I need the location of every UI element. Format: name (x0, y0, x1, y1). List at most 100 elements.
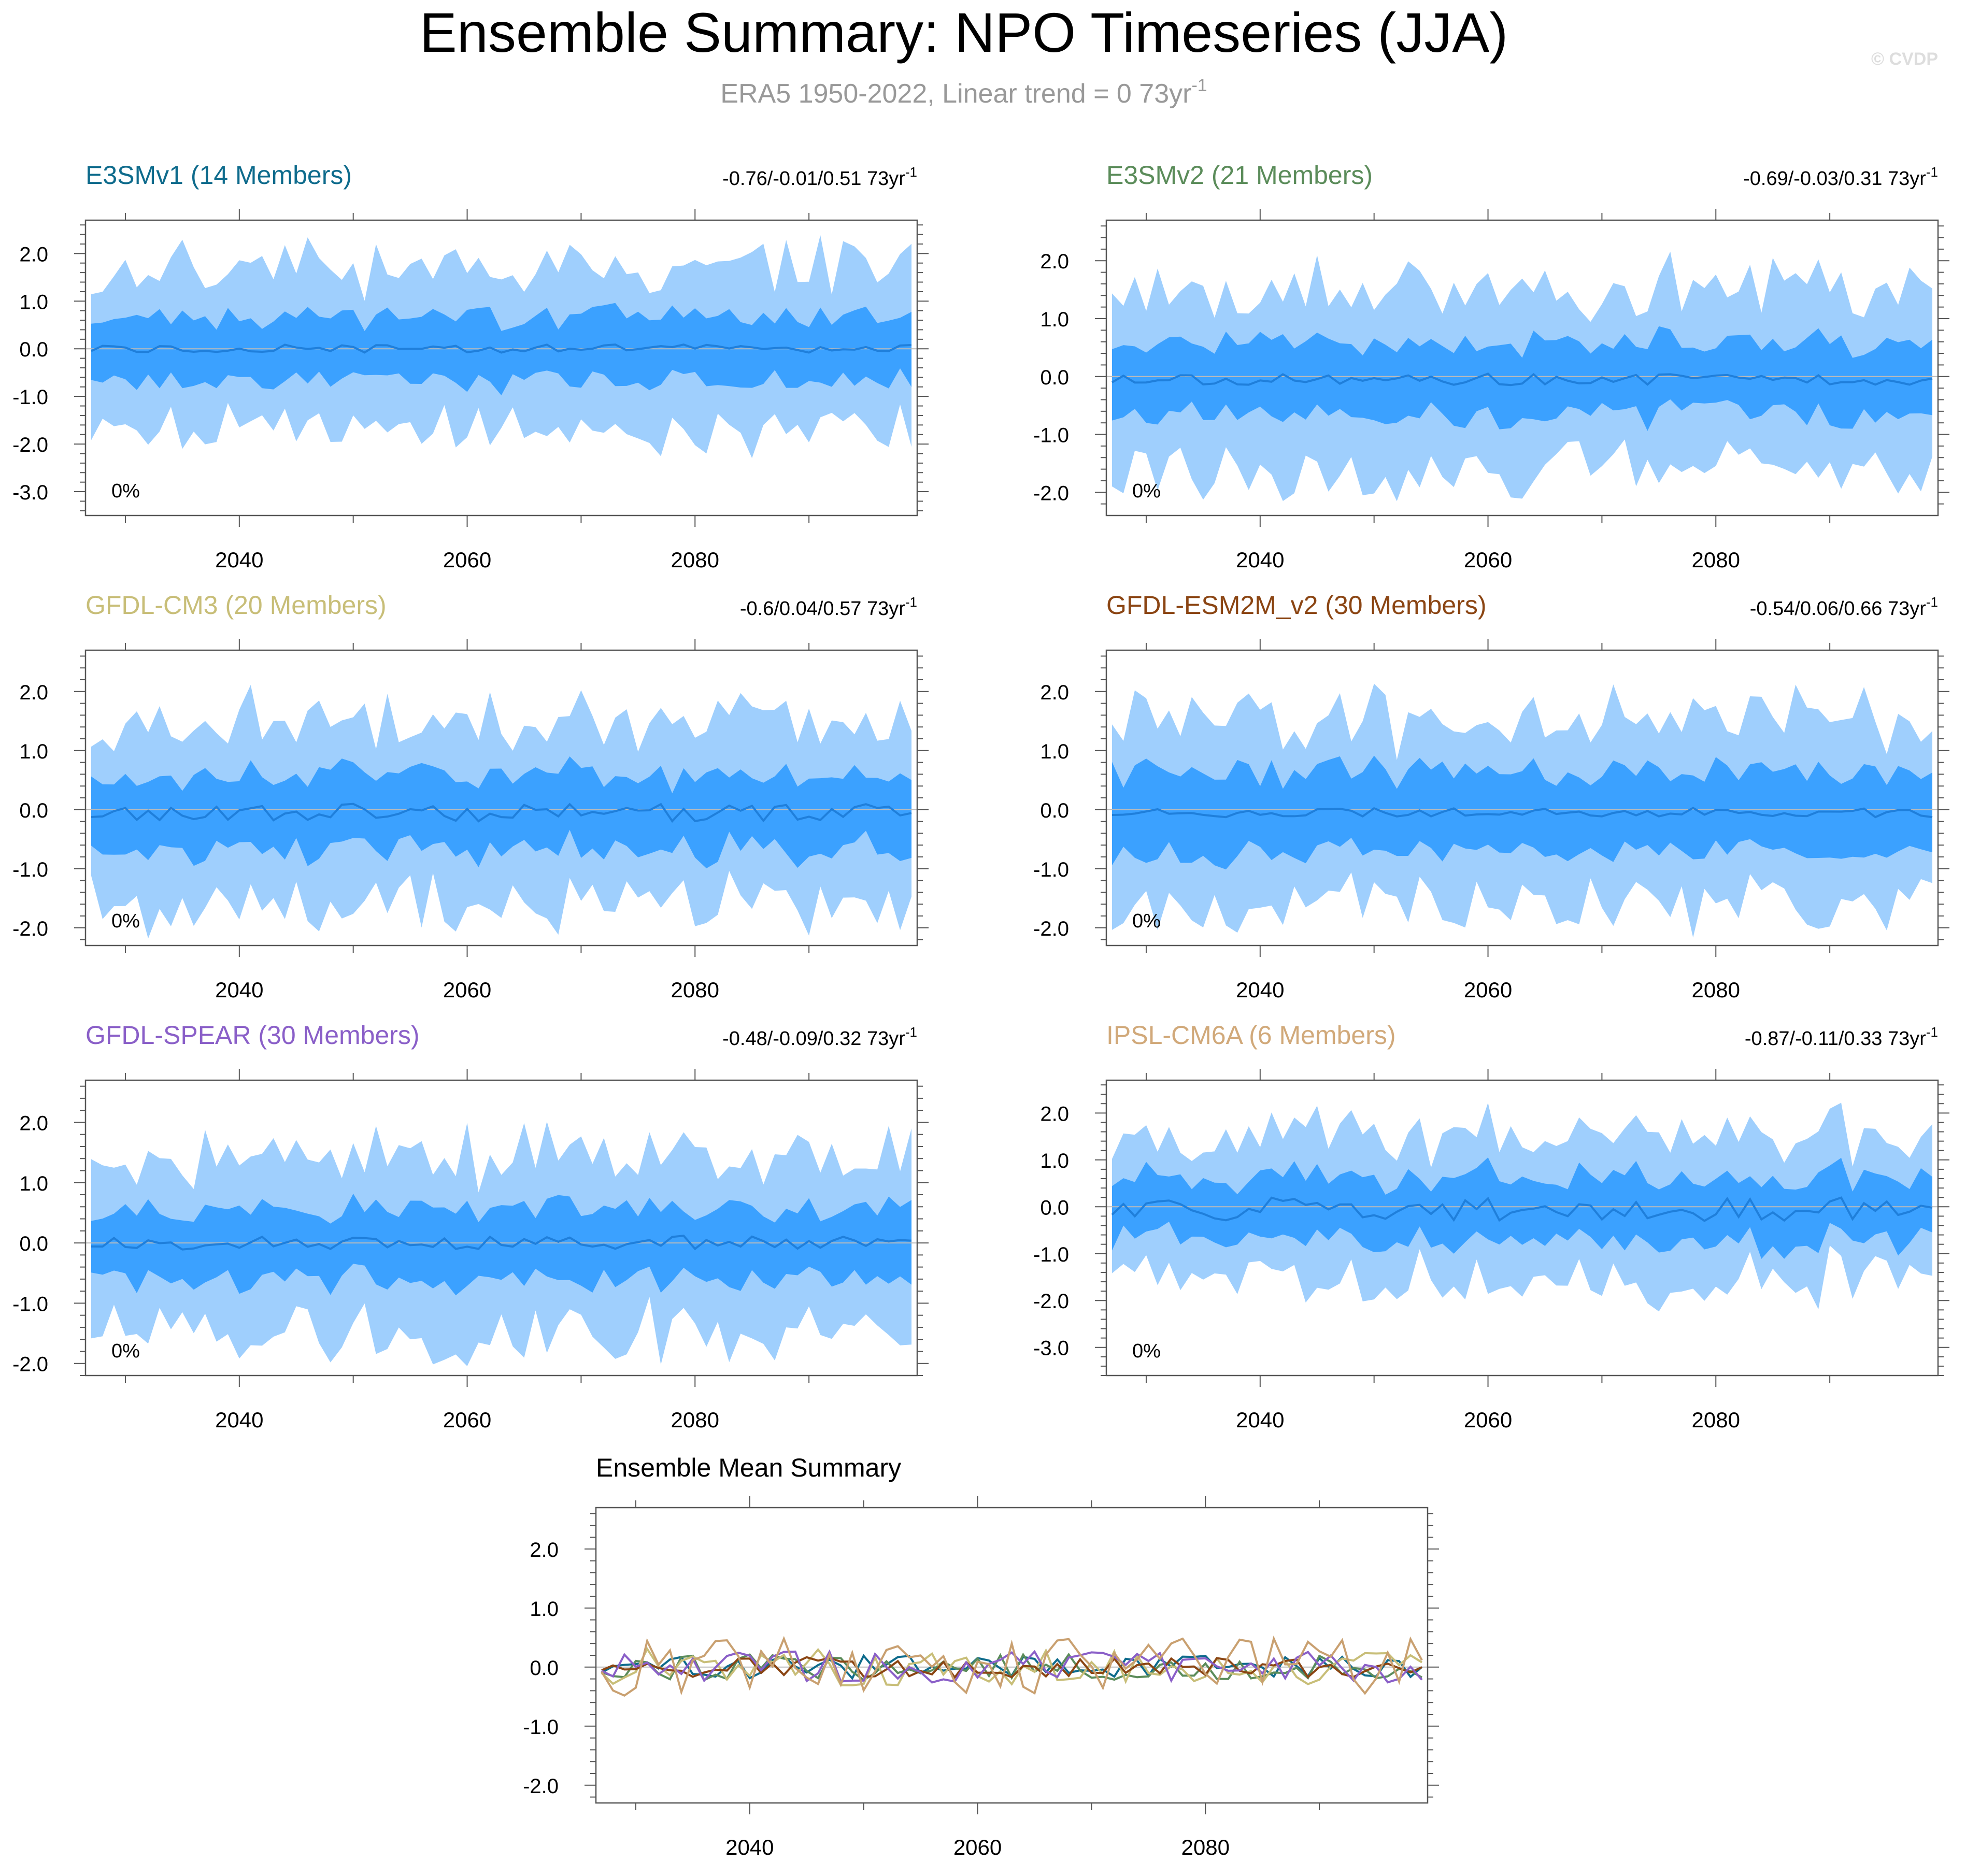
band-inner-25-75 (1112, 755, 1933, 870)
y-tick-label: -3.0 (12, 481, 48, 504)
x-tick-label: 2080 (1181, 1835, 1230, 1859)
y-tick-label: 0.0 (1040, 366, 1069, 389)
y-tick-label: -1.0 (12, 858, 48, 881)
panel-trend-values: -0.6/0.04/0.57 73yr (740, 598, 905, 620)
panel-trend-values: -0.48/-0.09/0.32 73yr (722, 1028, 905, 1050)
chart-panel-2: 2.0 1.0 0.0 -1.0 -2.0 2040 2060 2080 GFDL-CM3 (2… (12, 591, 929, 1002)
x-tick-label: 2080 (671, 548, 719, 572)
y-tick-label: 1.0 (1040, 1150, 1069, 1172)
band-inner-25-75 (91, 756, 912, 868)
x-tick-label: 2060 (1464, 978, 1512, 1002)
x-tick-label: 2060 (953, 1835, 1002, 1859)
y-tick-label: -2.0 (12, 434, 48, 456)
panel-trend-values: -0.54/0.06/0.66 73yr (1750, 598, 1926, 620)
x-tick-label: 2040 (215, 978, 263, 1002)
figure-subtitle-text: ERA5 1950-2022, Linear trend = 0 73yr (720, 79, 1191, 109)
y-tick-label: 2.0 (1040, 681, 1069, 704)
y-tick-label: 1.0 (19, 291, 48, 313)
panel-trend: -0.54/0.06/0.66 73yr-1 (1750, 594, 1938, 620)
y-tick-label: 0.0 (1040, 1196, 1069, 1219)
x-tick-label: 2040 (725, 1835, 774, 1859)
band-inner-25-75 (1112, 1157, 1933, 1259)
y-tick-label: -3.0 (1033, 1337, 1069, 1360)
panel-percent-label: 0% (1132, 1340, 1161, 1362)
panel-percent-label: 0% (111, 480, 140, 502)
ensemble-mean-line (1111, 1196, 1933, 1222)
y-tick-label: 2.0 (530, 1539, 559, 1562)
panel-trend: -0.6/0.04/0.57 73yr-1 (740, 594, 917, 620)
panel-title: E3SMv2 (21 Members) (1106, 161, 1373, 190)
ensemble-mean-line (91, 343, 912, 354)
x-tick-label: 2040 (1236, 548, 1284, 572)
plot-border (1105, 1079, 1939, 1377)
x-tick-label: 2060 (443, 978, 491, 1002)
x-tick-label: 2040 (1236, 1408, 1284, 1432)
panel-title: IPSL-CM6A (6 Members) (1106, 1021, 1395, 1050)
x-tick-label: 2080 (1692, 548, 1740, 572)
ensemble-mean-line (1111, 373, 1933, 386)
panel-percent-label: 0% (1132, 480, 1161, 502)
x-tick-label: 2080 (671, 978, 719, 1002)
y-tick-label: 2.0 (19, 681, 48, 704)
panel-trend-sup: -1 (905, 164, 917, 180)
chart-panel-0: 2.0 1.0 0.0 -1.0 -2.0 -3.0 2040 2060 2080 E3SMv1 … (12, 161, 929, 572)
panel-trend: -0.87/-0.11/0.33 73yr-1 (1745, 1024, 1938, 1050)
y-tick-label: -1.0 (1033, 858, 1069, 881)
band-inner-25-75 (1112, 326, 1933, 431)
chart-panel-5: 2.0 1.0 0.0 -1.0 -2.0 -3.0 2040 2060 2080 IPSL-CM… (1033, 1021, 1949, 1432)
panel-trend-values: -0.76/-0.01/0.51 73yr (722, 168, 905, 190)
panel-trend-values: -0.69/-0.03/0.31 73yr (1743, 168, 1926, 190)
chart-panel-1: 2.0 1.0 0.0 -1.0 -2.0 2040 2060 2080 E3SMv2 (21 … (1033, 161, 1949, 572)
panel-title: GFDL-CM3 (20 Members) (86, 591, 387, 620)
panel-trend-sup: -1 (905, 1024, 917, 1040)
plot-border (1105, 219, 1939, 517)
plot-border (84, 1079, 918, 1377)
ensemble-mean-line (91, 803, 912, 823)
x-tick-label: 2040 (215, 1408, 263, 1432)
panel-trend-sup: -1 (1926, 1024, 1938, 1040)
panel-trend: -0.69/-0.03/0.31 73yr-1 (1743, 164, 1938, 190)
y-tick-label: -1.0 (523, 1716, 559, 1739)
y-tick-label: -2.0 (1033, 1290, 1069, 1313)
y-tick-label: 1.0 (1040, 308, 1069, 331)
figure-subtitle: ERA5 1950-2022, Linear trend = 0 73yr-1 (720, 76, 1207, 109)
panel-percent-label: 0% (111, 910, 140, 932)
y-tick-label: 0.0 (19, 799, 48, 822)
y-tick-label: -2.0 (1033, 482, 1069, 505)
y-tick-label: 0.0 (19, 1233, 48, 1255)
chart-panel-3: 2.0 1.0 0.0 -1.0 -2.0 2040 2060 2080 GFDL-ESM2M_… (1033, 591, 1949, 1002)
figure-subtitle-sup: -1 (1191, 76, 1207, 95)
y-tick-label: -1.0 (1033, 424, 1069, 447)
x-tick-label: 2080 (1692, 1408, 1740, 1432)
panel-trend: -0.76/-0.01/0.51 73yr-1 (722, 164, 917, 190)
x-tick-label: 2060 (1464, 548, 1512, 572)
chart-panel-6: 2.0 1.0 0.0 -1.0 -2.0 2040 2060 2080 Ensemble Me… (523, 1453, 1439, 1859)
y-tick-label: 1.0 (19, 740, 48, 763)
panel-trend-sup: -1 (905, 594, 917, 610)
y-tick-label: 0.0 (530, 1657, 559, 1680)
y-tick-label: -1.0 (12, 1293, 48, 1315)
panel-trend-sup: -1 (1926, 594, 1938, 610)
panel-trend: -0.48/-0.09/0.32 73yr-1 (722, 1024, 917, 1050)
y-tick-label: -2.0 (1033, 918, 1069, 940)
y-tick-label: 2.0 (19, 243, 48, 266)
x-tick-label: 2080 (671, 1408, 719, 1432)
y-tick-label: -2.0 (523, 1775, 559, 1798)
panel-trend-sup: -1 (1926, 164, 1938, 180)
panel-title: Ensemble Mean Summary (596, 1453, 901, 1482)
panel-title: E3SMv1 (14 Members) (86, 161, 352, 190)
y-tick-label: -2.0 (12, 1353, 48, 1376)
y-tick-label: 1.0 (19, 1172, 48, 1195)
y-tick-label: 0.0 (1040, 799, 1069, 822)
panel-percent-label: 0% (111, 1340, 140, 1362)
y-tick-label: 2.0 (19, 1112, 48, 1135)
x-tick-label: 2060 (443, 548, 491, 572)
x-tick-label: 2040 (215, 548, 263, 572)
y-tick-label: 2.0 (1040, 250, 1069, 273)
x-tick-label: 2040 (1236, 978, 1284, 1002)
panel-percent-label: 0% (1132, 910, 1161, 932)
panel-title: GFDL-SPEAR (30 Members) (86, 1021, 420, 1050)
y-tick-label: 1.0 (1040, 740, 1069, 763)
y-tick-label: -1.0 (1033, 1243, 1069, 1266)
